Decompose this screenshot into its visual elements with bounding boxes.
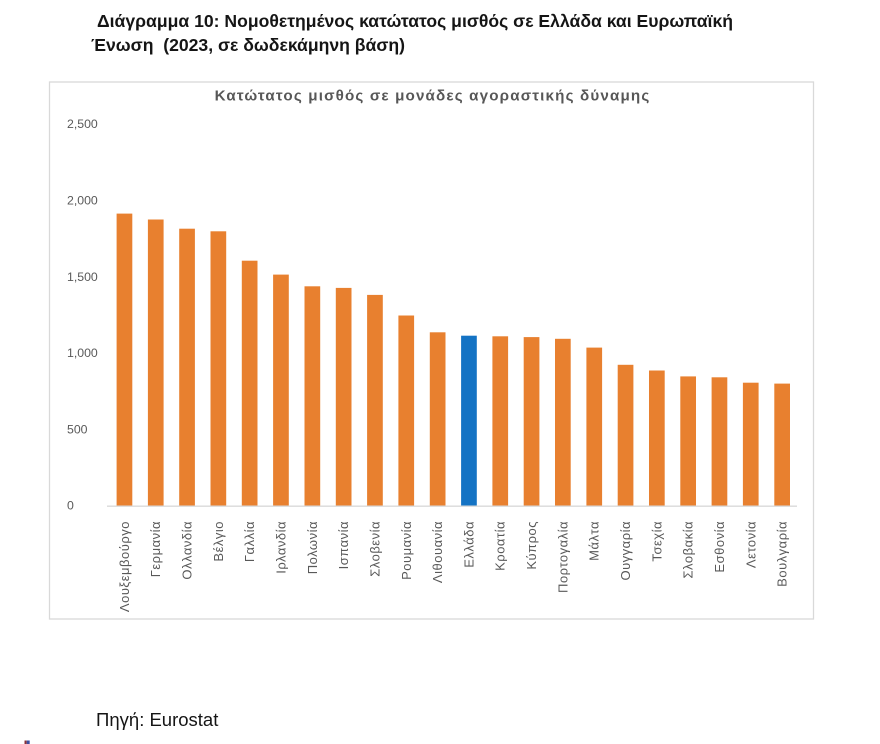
- svg-text:Γαλλία: Γαλλία: [242, 521, 257, 562]
- svg-text:Πορτογαλία: Πορτογαλία: [555, 521, 570, 593]
- svg-text:Μάλτα: Μάλτα: [587, 521, 602, 561]
- svg-text:Ρουμανία: Ρουμανία: [399, 521, 414, 580]
- svg-text:Σλοβενία: Σλοβενία: [368, 521, 383, 577]
- svg-text:Ελλάδα: Ελλάδα: [461, 521, 476, 568]
- svg-text:Ουγγαρία: Ουγγαρία: [618, 521, 633, 581]
- svg-text:1,000: 1,000: [67, 346, 98, 360]
- svg-text:Τσεχία: Τσεχία: [649, 521, 664, 562]
- svg-text:Πολωνία: Πολωνία: [305, 521, 320, 574]
- svg-text:Γερμανία: Γερμανία: [148, 521, 163, 577]
- svg-text:Λετονία: Λετονία: [743, 521, 758, 568]
- svg-text:Λουξεμβούργο: Λουξεμβούργο: [117, 521, 132, 612]
- svg-text:Ιρλανδία: Ιρλανδία: [274, 521, 289, 574]
- svg-text:Ολλανδία: Ολλανδία: [180, 521, 195, 580]
- svg-text:0: 0: [67, 499, 74, 513]
- svg-text:Ισπανία: Ισπανία: [336, 521, 351, 569]
- svg-text:Εσθονία: Εσθονία: [712, 521, 727, 573]
- svg-text:Βουλγαρία: Βουλγαρία: [775, 521, 790, 587]
- svg-text:Κύπρος: Κύπρος: [524, 521, 539, 570]
- svg-text:2,000: 2,000: [67, 194, 98, 208]
- svg-text:Σλοβακία: Σλοβακία: [681, 521, 696, 578]
- svg-text:1,500: 1,500: [67, 270, 98, 284]
- svg-text:Βέλγιο: Βέλγιο: [211, 521, 226, 562]
- svg-text:Λιθουανία: Λιθουανία: [430, 521, 445, 583]
- svg-text:2,500: 2,500: [67, 117, 98, 131]
- svg-text:500: 500: [67, 422, 88, 436]
- svg-text:Κροατία: Κροατία: [493, 521, 508, 571]
- svg-text:Κατώτατος μισθός σε μονάδες αγ: Κατώτατος μισθός σε μονάδες αγοραστικής …: [215, 87, 651, 104]
